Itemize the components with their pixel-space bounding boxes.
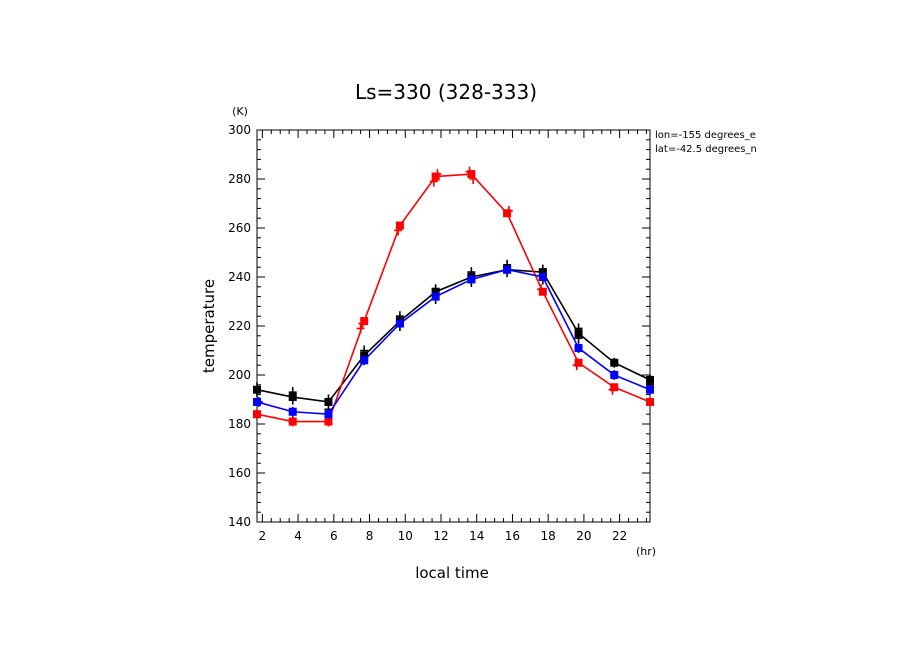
x-tick-label: 4 <box>294 529 302 543</box>
y-tick-label: 220 <box>228 319 251 333</box>
y-axis-label: temperature <box>200 279 218 373</box>
x-tick-label: 12 <box>433 529 448 543</box>
series-2 <box>253 259 654 415</box>
data-point <box>610 371 619 379</box>
data-point <box>467 275 476 284</box>
data-point <box>360 351 369 360</box>
data-point <box>538 268 547 277</box>
data-point <box>395 221 404 230</box>
data-point <box>431 287 440 296</box>
data-point <box>324 410 333 419</box>
y-tick-label: 160 <box>228 466 251 480</box>
x-tick-label: 2 <box>259 529 267 543</box>
x-tick-label: 8 <box>366 529 374 543</box>
data-point <box>431 172 440 181</box>
series-line <box>256 268 651 416</box>
x-tick-label: 22 <box>612 529 627 543</box>
y-unit-label: (K) <box>232 105 248 118</box>
series-1 <box>253 265 654 420</box>
data-point <box>574 358 583 367</box>
lat-annotation: lat=-42.5 degrees_n <box>655 144 757 155</box>
data-point <box>574 329 583 338</box>
data-point <box>395 319 404 328</box>
lon-annotation: lon=-155 degrees_e <box>655 130 756 141</box>
plot-area: 140 160 180 200 220 240 260 280 300 2 4 6 8 10 12 14 16 1… <box>228 123 654 543</box>
data-point <box>610 383 619 392</box>
y-tick-label: 240 <box>228 270 251 284</box>
x-tick-label: 10 <box>398 529 413 543</box>
data-point <box>646 375 654 384</box>
data-point <box>503 265 512 274</box>
y-tick-label: 300 <box>228 123 251 137</box>
y-tick-label: 280 <box>228 172 251 186</box>
series-line <box>256 268 651 403</box>
plot-frame <box>256 129 651 523</box>
y-tick-label: 180 <box>228 417 251 431</box>
x-axis-label: local time <box>415 564 489 582</box>
data-point <box>646 397 654 406</box>
x-tick-label: 20 <box>576 529 591 543</box>
data-point <box>288 393 297 402</box>
data-point <box>288 417 297 426</box>
data-point <box>503 209 512 218</box>
data-point <box>646 385 654 394</box>
data-point <box>538 273 547 281</box>
data-point <box>324 417 333 426</box>
data-point <box>360 317 369 326</box>
x-unit-label: (hr) <box>636 545 656 558</box>
y-tick-label: 260 <box>228 221 251 235</box>
x-tick-label: 6 <box>330 529 338 543</box>
data-point <box>253 385 261 394</box>
data-point <box>538 287 547 296</box>
y-tick-label: 200 <box>228 368 251 382</box>
data-point <box>253 397 261 406</box>
series-0 <box>253 166 654 427</box>
y-tick-label: 140 <box>228 515 251 529</box>
data-point <box>288 407 297 416</box>
data-point <box>360 356 369 365</box>
chart-title: Ls=330 (328-333) <box>355 80 537 104</box>
series-line <box>256 173 651 423</box>
data-point <box>574 344 583 353</box>
x-tick-label: 18 <box>541 529 556 543</box>
data-point <box>324 397 333 406</box>
data-point <box>431 292 440 301</box>
data-point <box>467 170 476 179</box>
data-point <box>253 410 261 419</box>
x-tick-label: 16 <box>505 529 520 543</box>
x-tick-label: 14 <box>469 529 484 543</box>
data-point <box>610 358 619 367</box>
